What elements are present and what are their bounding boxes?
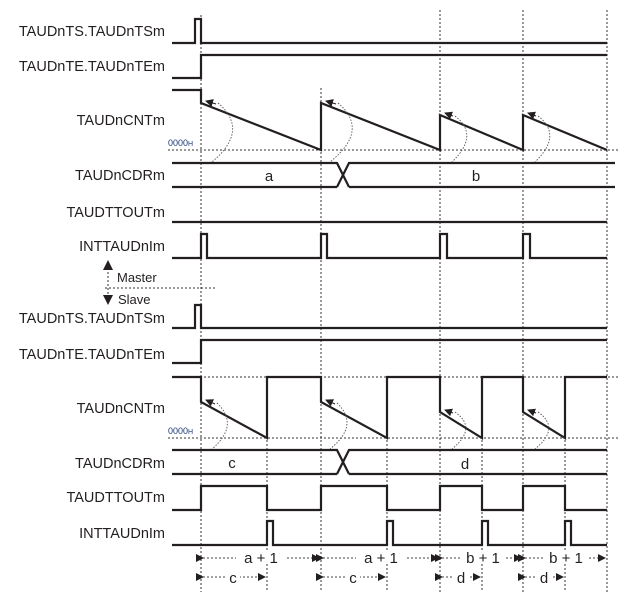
slave-ts-label: TAUDnTS.TAUDnTSm — [19, 311, 165, 327]
slave-cdr-value-d: d — [461, 456, 469, 473]
slave-cdr-label: TAUDnCDRm — [75, 456, 165, 472]
master-cdr-wave — [172, 161, 615, 189]
master-int-wave — [172, 232, 607, 260]
slave-int-wave — [172, 519, 607, 547]
master-cnt-label: TAUDnCNTm — [77, 113, 165, 129]
duty-dimensions: c c d d — [196, 569, 564, 587]
master-cnt-wave — [172, 88, 608, 152]
slave-tout-label: TAUDTTOUTm — [66, 490, 165, 506]
slave-ts-wave — [172, 303, 607, 330]
master-tout-label: TAUDTTOUTm — [66, 205, 165, 221]
duty-label-3: d — [457, 570, 465, 587]
slave-label: Slave — [118, 292, 151, 307]
master-ts-label: TAUDnTS.TAUDnTSm — [19, 24, 165, 40]
period-label-3: b + 1 — [466, 550, 500, 567]
slave-cnt-label: TAUDnCNTm — [77, 401, 165, 417]
period-label-2: a + 1 — [364, 550, 398, 567]
time-guides — [200, 10, 608, 592]
slave-te-wave — [172, 338, 607, 365]
slave-te-label: TAUDnTE.TAUDnTEm — [19, 347, 165, 363]
duty-label-2: c — [349, 570, 357, 587]
slave-cdr-wave — [172, 448, 607, 476]
master-cdr-label: TAUDnCDRm — [75, 168, 165, 184]
duty-label-1: c — [229, 570, 237, 587]
slave-arrow-icon — [103, 295, 113, 305]
master-zero-label: 0000H — [168, 138, 193, 148]
master-ts-wave — [172, 17, 607, 45]
master-slave-divider: Master Slave — [103, 260, 215, 307]
master-reload-arrows — [205, 99, 551, 163]
master-int-label: INTTAUDnIm — [79, 239, 165, 255]
period-label-1: a + 1 — [244, 550, 278, 567]
slave-tout-wave — [172, 484, 607, 512]
period-label-4: b + 1 — [549, 550, 583, 567]
slave-reload-arrows — [205, 399, 550, 450]
slave-cnt-wave — [172, 375, 607, 440]
master-cdr-value-a: a — [265, 168, 274, 185]
master-te-label: TAUDnTE.TAUDnTEm — [19, 59, 165, 75]
master-arrow-icon — [103, 260, 113, 270]
slave-int-label: INTTAUDnIm — [79, 526, 165, 542]
master-te-wave — [172, 53, 607, 80]
period-dimensions: a + 1 a + 1 b + 1 b + 1 — [196, 550, 606, 567]
slave-zero-label: 0000H — [168, 426, 193, 436]
master-label: Master — [117, 270, 157, 285]
master-cdr-value-b: b — [472, 168, 480, 185]
duty-label-4: d — [540, 570, 548, 587]
slave-cdr-value-c: c — [228, 455, 236, 472]
